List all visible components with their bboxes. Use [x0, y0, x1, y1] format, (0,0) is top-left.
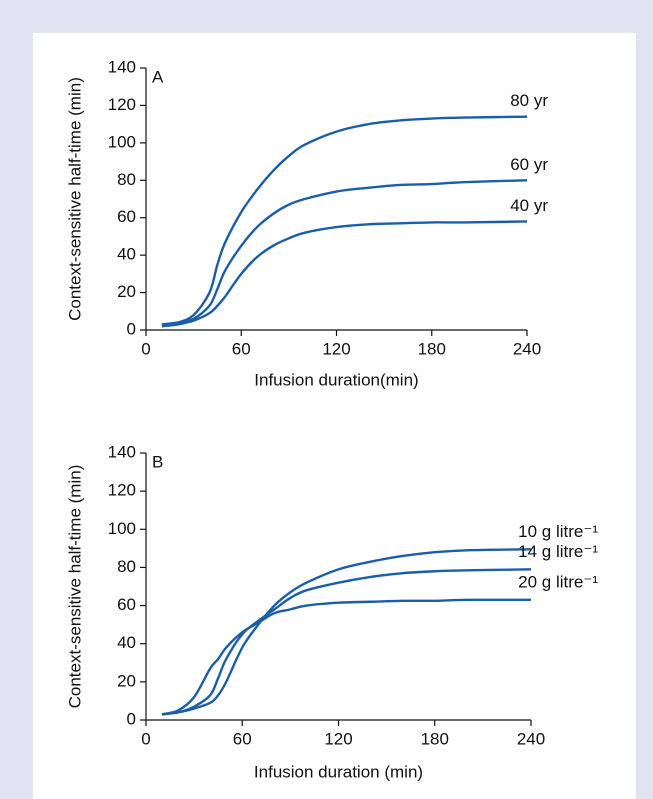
y-axis-title: Context-sensitive half-time (min): [65, 465, 84, 709]
x-tick-label: 0: [141, 729, 150, 748]
y-tick-label: 140: [108, 57, 136, 76]
x-tick-label: 0: [141, 339, 150, 358]
y-tick-label: 0: [127, 319, 136, 338]
series-label: 20 g litre⁻¹: [518, 572, 598, 591]
series-line: [161, 220, 528, 328]
series-line: [161, 548, 532, 716]
y-tick-label: 80: [117, 170, 136, 189]
series-line: [161, 598, 532, 716]
series-label: 40 yr: [510, 196, 548, 215]
x-tick-label: 60: [232, 339, 251, 358]
x-tick-label: 180: [421, 729, 449, 748]
y-tick-label: 60: [117, 595, 136, 614]
y-tick-label: 20: [117, 282, 136, 301]
x-tick-label: 120: [322, 339, 350, 358]
y-tick-label: 40: [117, 245, 136, 264]
series-label: 80 yr: [510, 91, 548, 110]
panel-label: B: [152, 452, 163, 471]
series-line: [161, 568, 532, 716]
y-axis-title: Context-sensitive half-time (min): [65, 77, 84, 321]
y-tick-label: 100: [108, 519, 136, 538]
series-line: [161, 179, 528, 326]
x-tick-label: 180: [418, 339, 446, 358]
y-tick-label: 0: [127, 709, 136, 728]
y-tick-label: 60: [117, 207, 136, 226]
y-tick-label: 20: [117, 671, 136, 690]
y-tick-label: 120: [108, 481, 136, 500]
x-axis-title: Infusion duration(min): [254, 370, 418, 389]
series-line: [161, 115, 528, 326]
series-label: 10 g litre⁻¹: [518, 522, 598, 541]
y-tick-label: 40: [117, 633, 136, 652]
y-tick-label: 140: [108, 442, 136, 461]
x-tick-label: 120: [324, 729, 352, 748]
y-tick-label: 120: [108, 95, 136, 114]
y-tick-label: 80: [117, 557, 136, 576]
y-tick-label: 100: [108, 132, 136, 151]
x-axis-title: Infusion duration (min): [254, 762, 423, 781]
panel-background: [33, 33, 636, 799]
series-label: 14 g litre⁻¹: [518, 542, 598, 561]
x-tick-label: 240: [517, 729, 545, 748]
series-label: 60 yr: [510, 155, 548, 174]
x-tick-label: 60: [233, 729, 252, 748]
panel-label: A: [152, 67, 164, 86]
x-tick-label: 240: [513, 339, 541, 358]
